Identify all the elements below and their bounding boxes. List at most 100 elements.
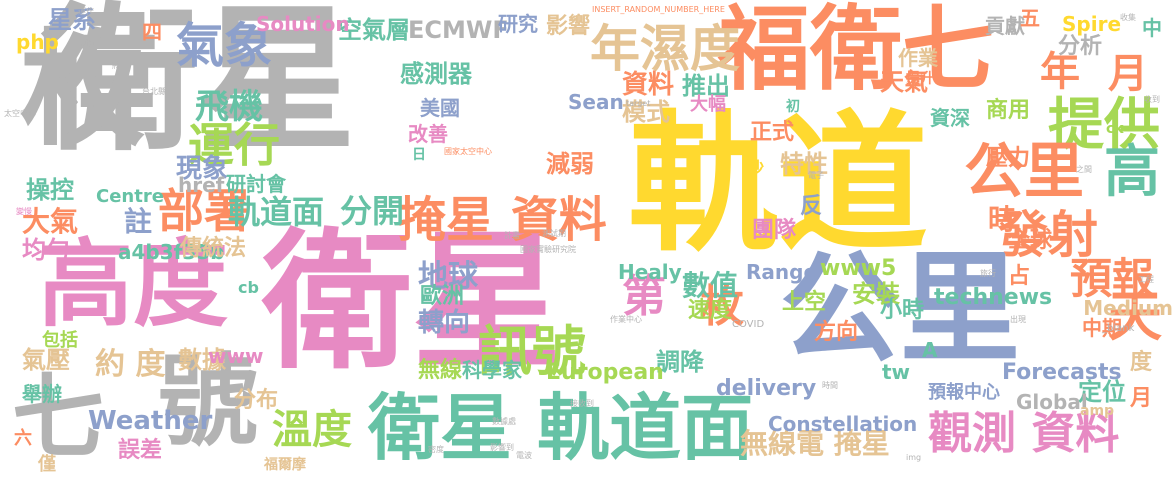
cloud-word: 數值	[682, 269, 739, 302]
cloud-word: ck	[1106, 121, 1124, 137]
cloud-word: 傳統法	[180, 236, 247, 261]
cloud-word: Centre	[96, 186, 164, 207]
cloud-word: Healy	[618, 260, 682, 284]
cloud-word: 衛星 軌道面	[368, 386, 754, 470]
cloud-word: 包括	[42, 330, 78, 351]
cloud-word: 中	[1142, 16, 1162, 40]
cloud-word: 分析	[1058, 34, 1103, 59]
cloud-word: 運作	[78, 7, 94, 16]
cloud-word: 貢獻	[985, 14, 1025, 38]
cloud-word: 國家太空中心	[444, 147, 492, 156]
cloud-word: 氣象	[176, 18, 273, 74]
cloud-word: 氣壓	[22, 346, 70, 374]
cloud-word: 溫度	[272, 407, 352, 453]
cloud-word: 僅	[38, 454, 56, 475]
cloud-word: 大幅	[690, 94, 726, 115]
cloud-word: 密度	[428, 445, 444, 454]
cloud-word: 計畫	[504, 231, 520, 240]
cloud-word: 數據	[178, 346, 226, 374]
cloud-word: 變慢	[16, 207, 32, 216]
cloud-word: 提供	[1048, 93, 1160, 158]
cloud-word: Medium	[1083, 296, 1173, 320]
cloud-word: 軌道	[628, 98, 929, 272]
cloud-word: Constellation	[768, 412, 918, 436]
cloud-word: COVID	[732, 319, 765, 330]
cloud-word: 歐洲	[420, 284, 465, 309]
cloud-word: 影響	[546, 14, 591, 39]
cloud-word: 全球	[1008, 228, 1053, 253]
cloud-word: 大氣	[22, 205, 79, 238]
cloud-word: European	[546, 360, 664, 385]
cloud-word: 運行	[188, 118, 280, 172]
cloud-word: a4b3f35b	[118, 240, 225, 264]
cloud-word: 枚	[20, 18, 145, 163]
cloud-word: cb	[238, 278, 259, 297]
cloud-word: 觀測 資料	[928, 408, 1120, 459]
cloud-word: 定位	[1078, 378, 1126, 406]
cloud-word: 反	[800, 194, 823, 219]
cloud-word: 國家實驗研究院	[520, 245, 576, 254]
cloud-word: 安裝	[852, 280, 900, 308]
cloud-word: 號	[158, 343, 258, 460]
cloud-word: 約 度	[95, 347, 166, 382]
cloud-word: www5	[820, 256, 897, 281]
cloud-word: 作業中心	[610, 315, 642, 324]
cloud-word: 天	[1108, 285, 1162, 348]
cloud-word: 訊號	[478, 320, 586, 383]
cloud-word: 商用	[986, 98, 1031, 123]
cloud-word: 影響到	[490, 443, 514, 452]
cloud-word: 初	[786, 99, 800, 115]
cloud-word: 將	[112, 61, 120, 70]
cloud-word: 高	[1104, 140, 1160, 205]
cloud-word: 無線電 掩星	[740, 427, 890, 460]
cloud-word: 現象	[176, 154, 229, 184]
cloud-word: 註	[124, 205, 153, 238]
cloud-word: 日	[412, 147, 426, 163]
cloud-word: 資深	[930, 106, 970, 130]
cloud-word: 正式	[750, 120, 795, 145]
cloud-word: 七	[12, 364, 105, 471]
cloud-word: 天氣	[880, 68, 928, 96]
cloud-word: 預報中心	[928, 382, 1000, 403]
cloud-word: 收集	[1120, 13, 1136, 22]
cloud-word: php	[16, 30, 59, 54]
cloud-word: 福爾摩	[264, 457, 306, 473]
cloud-word: 之間	[1076, 165, 1092, 174]
cloud-word: 操控	[26, 176, 74, 204]
cloud-word: 轉向	[418, 308, 471, 338]
cloud-word: target	[626, 99, 651, 108]
cloud-word: 無線	[418, 358, 463, 383]
cloud-word: 推出	[682, 72, 730, 100]
cloud-word: INSERT_RANDOM_NUMBER_HERE	[592, 5, 725, 14]
cloud-word: 資料	[622, 70, 675, 100]
cloud-word: 分布	[234, 388, 279, 413]
cloud-word: 月	[1108, 51, 1148, 97]
cloud-word: 月	[1130, 386, 1153, 411]
cloud-word: 時間	[822, 381, 838, 390]
cloud-word: 測試期	[542, 229, 566, 238]
cloud-word: 占	[1008, 264, 1031, 289]
cloud-word: 方向	[814, 320, 859, 345]
cloud-word: 感測器	[400, 60, 472, 88]
cloud-word: 壓力	[986, 146, 1031, 171]
cloud-word: www	[208, 344, 264, 368]
cloud-word: 科學家	[462, 358, 522, 382]
cloud-word: 調降	[656, 348, 704, 376]
cloud-word: delivery	[716, 376, 817, 401]
cloud-word: 減弱	[546, 150, 594, 178]
cloud-word: 上空	[782, 290, 827, 315]
cloud-word: tw	[882, 360, 911, 384]
cloud-word: 通過	[78, 39, 94, 48]
cloud-word: 公里	[964, 137, 1084, 207]
cloud-word: 數據處	[492, 417, 516, 426]
cloud-word: Forecasts	[1002, 360, 1122, 385]
cloud-word: 衛星	[262, 216, 563, 390]
cloud-word: 研討會	[226, 172, 286, 196]
cloud-word: href	[178, 173, 225, 197]
cloud-word: 太空中心	[4, 109, 36, 118]
cloud-word: Solution	[256, 12, 350, 36]
cloud-word: 沙	[748, 158, 765, 177]
cloud-word: _blank	[1102, 323, 1135, 334]
cloud-word: 速度	[688, 298, 733, 323]
cloud-word: 五	[1020, 6, 1040, 30]
